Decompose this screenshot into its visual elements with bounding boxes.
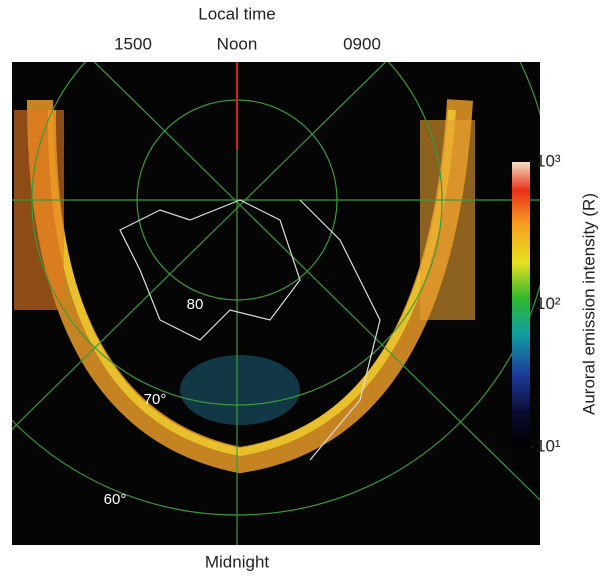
satellite-image: 80 70° 60°	[0, 0, 552, 545]
time-label: 0900	[343, 34, 381, 53]
title: Local time	[198, 4, 275, 23]
latitude-label: 80	[187, 296, 204, 313]
latitude-label: 60°	[104, 491, 127, 508]
colorbar-tick-label: 10²	[536, 294, 561, 313]
time-label: 1500	[114, 34, 152, 53]
bottom-label: Midnight	[205, 552, 270, 571]
time-label: Noon	[217, 34, 258, 53]
colorbar-tick-label: 10³	[536, 151, 561, 170]
colorbar-label: Auroral emission intensity (R)	[579, 193, 598, 415]
colorbar-tick-label: 10¹	[536, 436, 561, 455]
latitude-label: 70°	[144, 391, 167, 408]
figure: Local time 1500 Noon 0900 80 70° 60° Mid…	[0, 0, 607, 576]
colorbar	[512, 162, 530, 447]
